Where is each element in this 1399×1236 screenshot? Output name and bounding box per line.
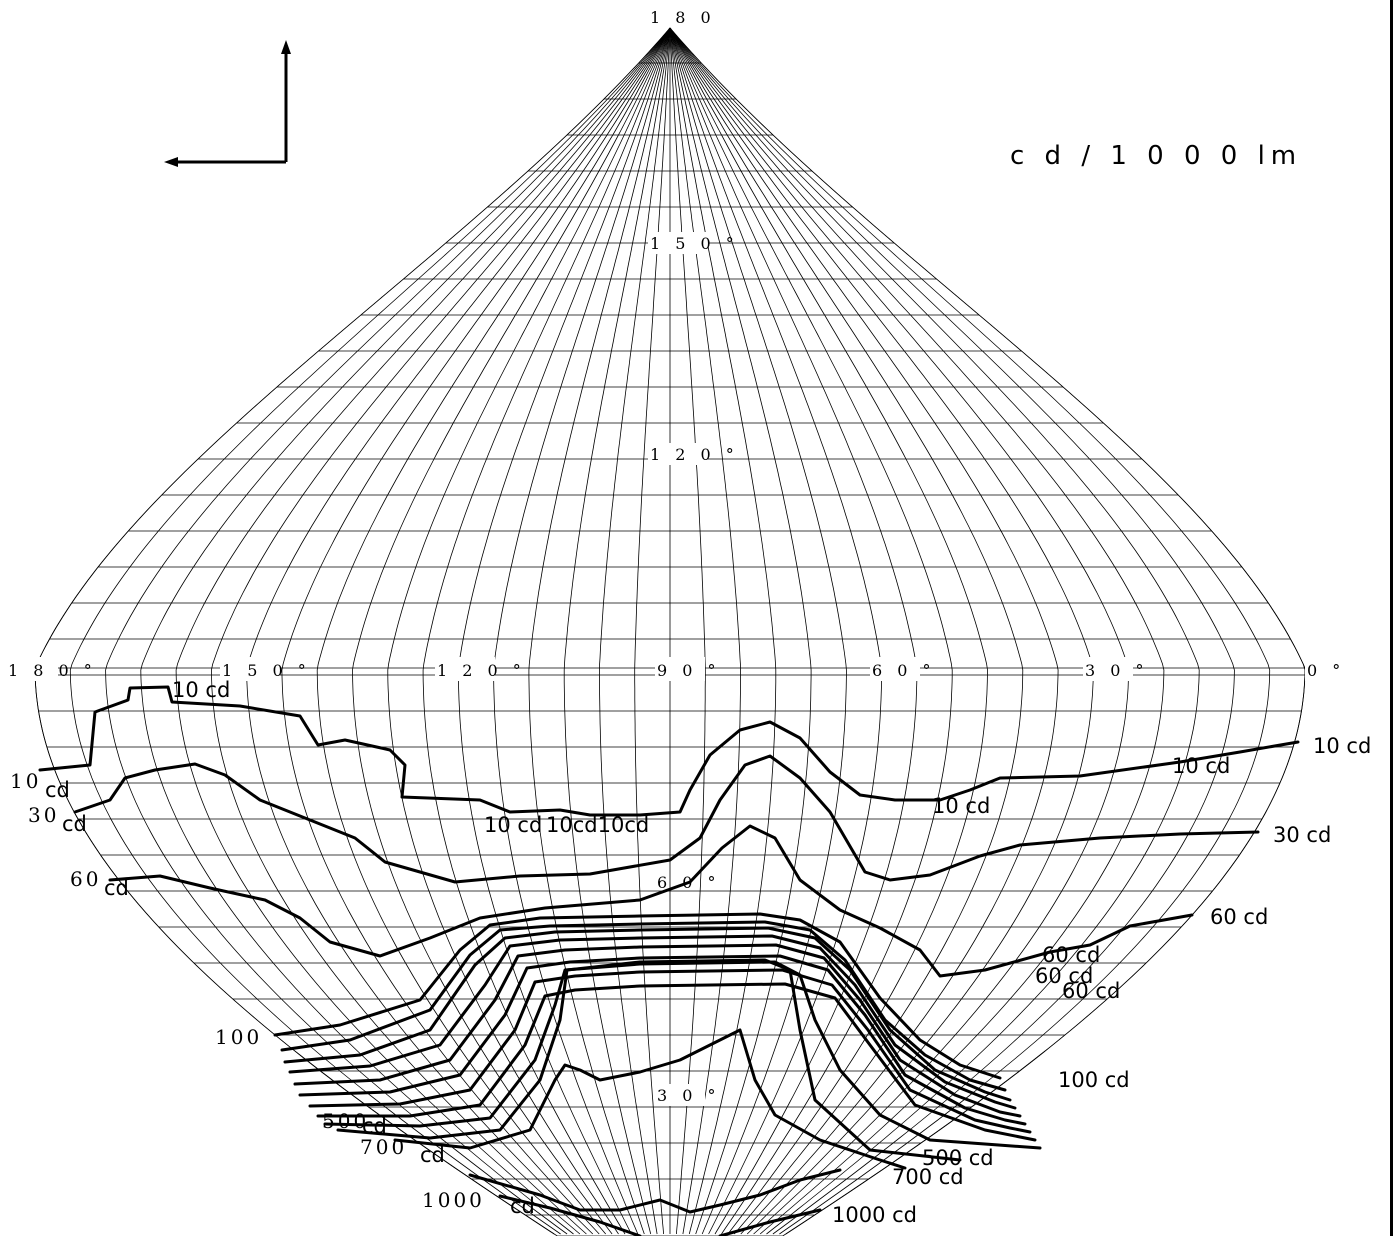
contour-label-10-topleft: 10 cd: [172, 678, 230, 702]
inner-contour-labels: 10 cd 10 cd 10 cd 10 cd 10cd10cd 60 cd 6…: [172, 678, 1230, 1003]
contour-label-500-right: 500 cd: [922, 1146, 994, 1170]
contour-iso-1000: [468, 1168, 842, 1214]
axis-arrow-up-icon: [281, 40, 291, 54]
frame-border: [1390, 0, 1393, 1236]
contour-iso-700: [393, 1028, 907, 1170]
contour-label-60-inner-b: 60 cd: [1035, 964, 1093, 988]
projection-grid: [34, 27, 1306, 1236]
axis-indicator: [164, 40, 291, 167]
contour-label-60-inner-c: 60 cd: [1062, 979, 1120, 1003]
contour-label-700-left: 700: [360, 1135, 407, 1159]
horizontal-axis-labels: 1 8 0 ° 1 5 0 ° 1 2 0 ° 9 0 ° 6 0 ° 3 0 …: [6, 657, 1345, 681]
contour-iso-30: [73, 754, 1260, 884]
contour-label-1000-right: 1000 cd: [832, 1203, 917, 1227]
contour-label-60-right: 60 cd: [1210, 905, 1268, 929]
contour-unit-10-left: cd: [45, 778, 70, 802]
contour-iso-350: [308, 968, 1032, 1134]
contour-unit-500-left: cd: [362, 1114, 387, 1138]
contour-label-60-left: 60: [70, 867, 101, 891]
v-axis-label-30: 3 0 °: [657, 1086, 721, 1105]
contour-label-10-left: 10: [10, 769, 41, 793]
contour-unit-1000-left: cd: [510, 1194, 535, 1218]
axis-arrow-left-icon: [164, 157, 178, 167]
v-axis-label-60: 6 0 °: [657, 873, 721, 892]
contour-label-10-center-b: 10 cd: [932, 794, 990, 818]
v-axis-label-120: 1 2 0 °: [650, 445, 739, 464]
contour-iso-500: [336, 958, 962, 1162]
contour-iso-100: [273, 912, 1002, 1080]
h-axis-label-0: 0 °: [1307, 661, 1345, 680]
right-contour-labels: 10 cd 30 cd 60 cd 100 cd 500 cd 700 cd 1…: [832, 734, 1371, 1227]
contour-label-10-right: 10 cd: [1313, 734, 1371, 758]
contour-label-100-left: 100: [215, 1025, 262, 1049]
h-axis-label-60: 6 0 °: [872, 661, 936, 680]
contour-iso-400: [316, 982, 1037, 1142]
contour-label-30-left: 30: [28, 803, 59, 827]
h-axis-label-30: 3 0 °: [1085, 661, 1149, 680]
contour-unit-30-left: cd: [62, 812, 87, 836]
contour-iso-300: [298, 954, 1027, 1126]
contour-unit-60-left: cd: [104, 876, 129, 900]
h-axis-label-90: 9 0 °: [657, 661, 721, 680]
contour-label-500-left: 500: [322, 1109, 369, 1133]
top-label: 1 8 0: [650, 8, 716, 27]
contour-iso-430: [323, 960, 1042, 1150]
contour-iso-1000c: [718, 1208, 822, 1236]
contour-iso-60: [108, 824, 1194, 978]
contour-iso-10: [38, 685, 1300, 817]
contour-unit-700-left: cd: [420, 1143, 445, 1167]
vertical-axis-labels: 1 5 0 ° 1 2 0 ° 6 0 ° 3 0 °: [648, 232, 739, 1106]
unit-label: c d / 1 0 0 0 lm: [1010, 141, 1302, 171]
left-contour-labels: 10 cd 30 cd 60 cd 100 500 cd 700 cd 1000…: [10, 769, 535, 1218]
isocandela-contours: [38, 685, 1300, 1236]
h-axis-label-150: 1 5 0 °: [222, 661, 311, 680]
v-axis-label-150: 1 5 0 °: [650, 234, 739, 253]
contour-label-30-right: 30 cd: [1273, 823, 1331, 847]
contour-iso-150: [283, 926, 1012, 1102]
contour-label-10-center-a: 10 cd: [484, 813, 542, 837]
contour-label-60-inner-a: 60 cd: [1042, 943, 1100, 967]
contour-iso-1000b: [498, 1194, 642, 1236]
contour-iso-180: [288, 934, 1017, 1110]
contour-iso-230: [293, 943, 1022, 1118]
contour-iso-120: [280, 920, 1007, 1092]
contour-label-1000-left: 1000: [422, 1188, 485, 1212]
contour-label-10-right-cluster: 10 cd: [1172, 754, 1230, 778]
contour-label-700-right: 700 cd: [892, 1165, 964, 1189]
contour-label-100-right: 100 cd: [1058, 1068, 1130, 1092]
h-axis-label-120: 1 2 0 °: [437, 661, 526, 680]
contour-label-10-center-c: 10cd10cd: [546, 813, 649, 837]
h-axis-label-180: 1 8 0 °: [8, 661, 97, 680]
